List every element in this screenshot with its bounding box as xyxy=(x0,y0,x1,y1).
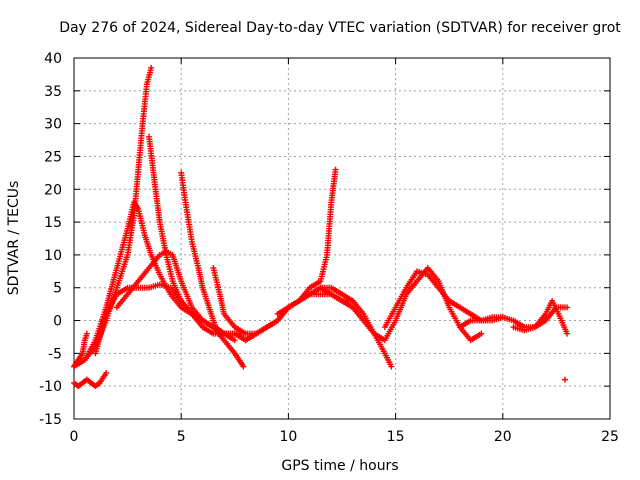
tick-layer: 0 5 10 15 20 25 -15 -10 -5 0 5 10 15 20 25 30 35 40 xyxy=(39,51,619,445)
y-tick-label: 35 xyxy=(44,84,62,100)
data-point xyxy=(240,363,247,370)
data-point xyxy=(561,376,568,383)
series-arc-15 xyxy=(510,297,571,337)
x-tick-label: 15 xyxy=(387,429,405,445)
series-arc-1 xyxy=(71,370,110,390)
data-point xyxy=(388,363,395,370)
y-tick-label: 40 xyxy=(44,51,62,67)
y-tick-label: -10 xyxy=(39,379,62,395)
data-point xyxy=(103,370,110,377)
y-tick-label: 30 xyxy=(44,117,62,133)
y-tick-label: 15 xyxy=(44,215,62,231)
series-arc-10 xyxy=(242,166,339,344)
data-layer xyxy=(71,64,571,390)
x-tick-label: 5 xyxy=(177,429,186,445)
x-tick-label: 25 xyxy=(601,429,619,445)
series-arc-9 xyxy=(210,265,356,337)
y-tick-label: 20 xyxy=(44,182,62,198)
series-arc-11 xyxy=(274,291,395,370)
y-tick-label: -15 xyxy=(39,412,62,428)
series-arc-3 xyxy=(71,64,155,370)
y-tick-label: 0 xyxy=(53,314,62,330)
data-point xyxy=(564,330,571,337)
y-tick-label: 5 xyxy=(53,281,62,297)
x-tick-label: 0 xyxy=(70,429,79,445)
x-axis-label: GPS time / hours xyxy=(281,458,398,474)
x-tick-label: 10 xyxy=(279,429,297,445)
data-point xyxy=(231,337,238,344)
y-tick-label: 25 xyxy=(44,149,62,165)
plot-frame xyxy=(73,57,611,420)
chart-title: Day 276 of 2024, Sidereal Day-to-day VTE… xyxy=(59,20,621,36)
data-point xyxy=(83,330,90,337)
y-tick-label: -5 xyxy=(48,346,62,362)
grid-layer xyxy=(74,58,610,419)
series-arc-12 xyxy=(317,265,485,344)
y-tick-label: 10 xyxy=(44,248,62,264)
data-point xyxy=(564,304,571,311)
data-point xyxy=(332,166,339,173)
x-tick-label: 20 xyxy=(494,429,512,445)
y-axis-label: SDTVAR / TECUs xyxy=(6,181,22,296)
series-arc-16 xyxy=(561,376,568,383)
data-point xyxy=(478,330,485,337)
data-point xyxy=(148,64,155,71)
